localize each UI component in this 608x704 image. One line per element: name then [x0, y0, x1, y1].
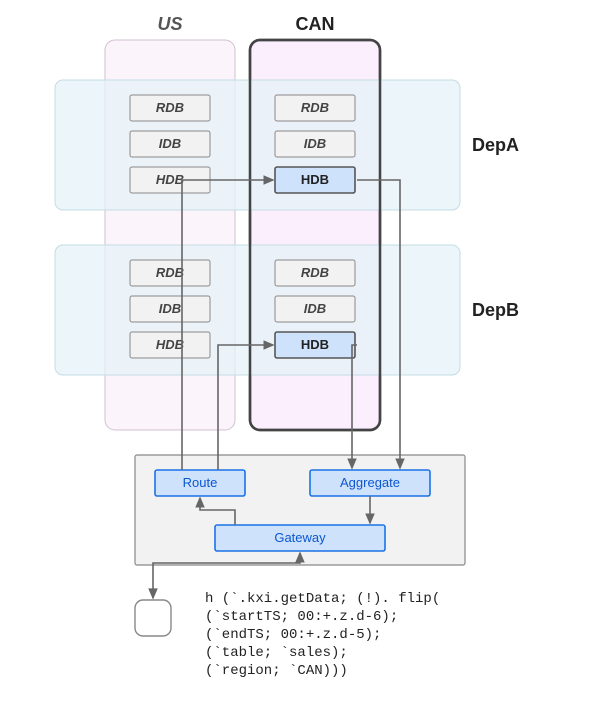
us-depb-rdb-label: RDB — [156, 265, 184, 280]
can-depb-rdb-label: RDB — [301, 265, 329, 280]
us-depb-hdb-label: HDB — [156, 337, 184, 352]
gateway-label: Gateway — [274, 530, 326, 545]
route-label: Route — [183, 475, 218, 490]
code-line-0: h (`.kxi.getData; (!). flip( — [205, 591, 440, 607]
aggregate-label: Aggregate — [340, 475, 400, 490]
can-depa-hdb-label: HDB — [301, 172, 329, 187]
region-us-label: US — [157, 14, 182, 34]
us-depa-hdb-label: HDB — [156, 172, 184, 187]
region-can-label: CAN — [296, 14, 335, 34]
client-box — [135, 600, 171, 636]
can-depb-hdb-label: HDB — [301, 337, 329, 352]
us-depa-idb-label: IDB — [159, 136, 181, 151]
code-line-3: (`table; `sales); — [205, 645, 348, 661]
dep-a-label: DepA — [472, 135, 519, 155]
code-line-1: (`startTS; 00:+.z.d-6); — [205, 609, 398, 625]
code-line-4: (`region; `CAN))) — [205, 663, 348, 679]
dep-b-label: DepB — [472, 300, 519, 320]
can-depa-idb-label: IDB — [304, 136, 326, 151]
us-depb-idb-label: IDB — [159, 301, 181, 316]
can-depb-idb-label: IDB — [304, 301, 326, 316]
code-line-2: (`endTS; 00:+.z.d-5); — [205, 627, 381, 643]
can-depa-rdb-label: RDB — [301, 100, 329, 115]
us-depa-rdb-label: RDB — [156, 100, 184, 115]
